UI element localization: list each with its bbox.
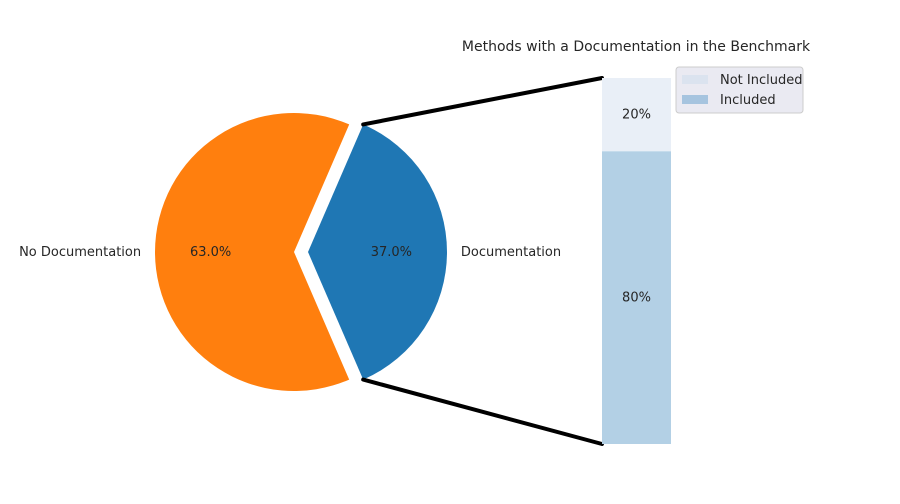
stacked-bar-chart: 80% 20% [602, 78, 671, 444]
bar-segment-included [602, 151, 671, 444]
connector-line-top [361, 76, 604, 127]
pie-category-label-documentation: Documentation [461, 245, 561, 260]
bar-segment-label-not-included: 20% [622, 108, 651, 123]
bar-segment-not-included [602, 78, 671, 152]
bar-chart-title: Methods with a Documentation in the Benc… [462, 39, 811, 55]
legend: Not Included Included [675, 66, 804, 114]
bar-segment-label-included: 80% [622, 291, 651, 306]
pie-wedge-no-documentation [155, 112, 350, 391]
pie-category-label-no-documentation: No Documentation [19, 245, 141, 260]
pie-percent-label-no-documentation: 63.0% [190, 245, 231, 260]
legend-swatch-included [682, 95, 708, 104]
connector-line-bottom [361, 377, 604, 446]
legend-label-not-included: Not Included [720, 73, 802, 88]
pie-chart: 37.0% Documentation 63.0% No Documentation [19, 112, 561, 391]
pie-wedge-documentation [308, 124, 448, 380]
pie-percent-label-documentation: 37.0% [371, 245, 412, 260]
legend-swatch-not-included [682, 75, 708, 84]
connector-lines [361, 76, 604, 446]
legend-label-included: Included [720, 93, 776, 108]
